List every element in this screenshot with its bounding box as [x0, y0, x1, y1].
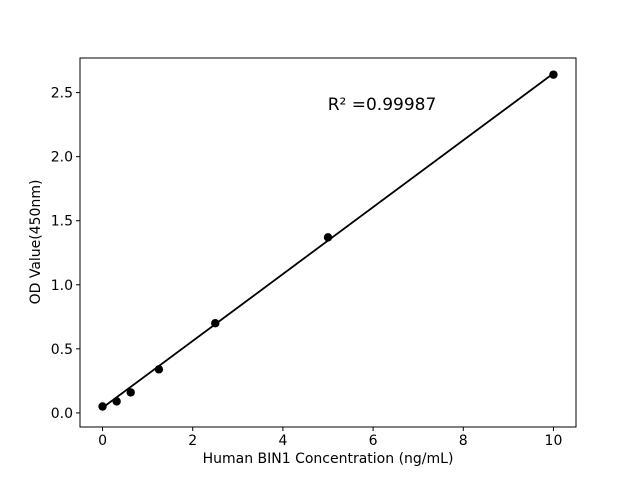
x-tick-label: 0	[98, 433, 107, 449]
data-point	[549, 70, 558, 79]
data-point	[154, 365, 164, 374]
data-point	[323, 233, 333, 242]
y-tick-label: 2.5	[51, 86, 73, 102]
data-point	[98, 402, 107, 411]
data-series	[98, 70, 558, 411]
y-axis-label: OD Value(450nm)	[28, 180, 44, 305]
data-point	[211, 319, 220, 328]
y-tick-label: 2.0	[51, 150, 73, 166]
data-point	[112, 397, 121, 406]
x-tick-label: 8	[459, 433, 468, 449]
plot-frame	[79, 57, 577, 428]
r-squared-annotation: R² =0.99987	[328, 95, 437, 115]
plot-spines	[79, 57, 577, 428]
data-point	[126, 388, 135, 397]
y-tick-label: 1.5	[51, 214, 73, 230]
x-tick-label: 4	[278, 433, 287, 449]
x-tick-label: 10	[545, 433, 563, 449]
y-tick-label: 0.0	[51, 406, 73, 422]
y-tick-label: 0.5	[51, 342, 73, 358]
axes-ticks: 0 2 4 6 8 10 0.0 0.5 1.0 1.5 2.0 2.5	[51, 86, 563, 449]
x-tick-label: 2	[188, 433, 197, 449]
x-axis-label: Human BIN1 Concentration (ng/mL)	[203, 451, 454, 467]
x-tick-label: 6	[369, 433, 378, 449]
y-tick-label: 1.0	[51, 278, 73, 294]
